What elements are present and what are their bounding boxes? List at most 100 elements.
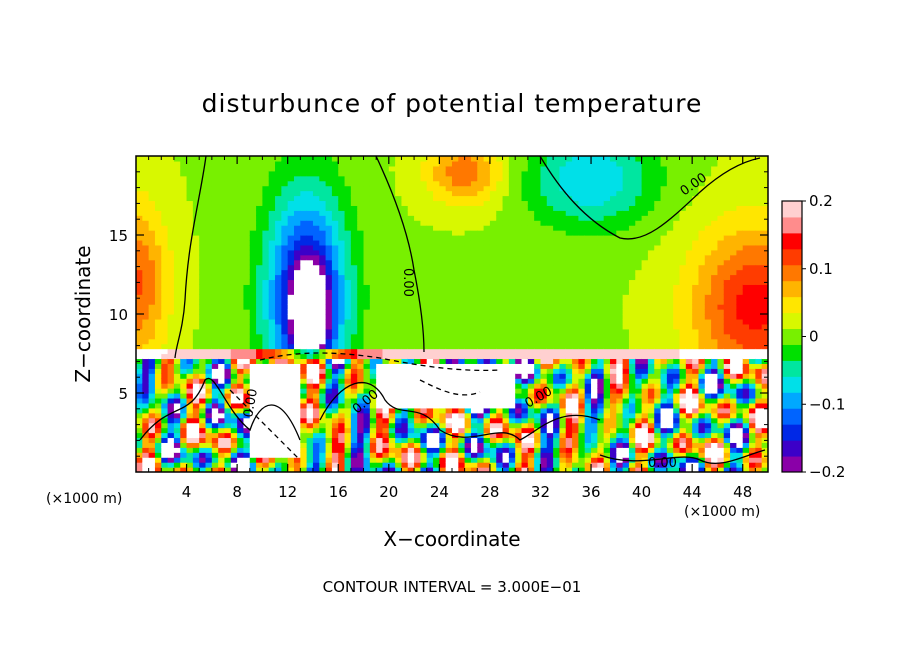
heat-cell (218, 333, 226, 340)
heat-cell (262, 407, 270, 414)
heat-cell (572, 422, 579, 429)
heat-cell (527, 373, 535, 379)
heat-cell (496, 220, 504, 226)
heat-cell (388, 230, 396, 236)
heat-cell (142, 239, 150, 246)
heat-cell (230, 239, 238, 246)
heat-cell (136, 185, 143, 192)
heat-cell (167, 388, 175, 394)
heat-cell (211, 220, 219, 226)
heat-cell (628, 457, 636, 463)
heat-cell (470, 294, 478, 300)
heat-cell (433, 235, 440, 241)
heat-cell (382, 279, 390, 285)
heat-cell (610, 318, 617, 325)
heat-cell (546, 175, 554, 182)
heat-cell (496, 353, 504, 360)
heat-cell (369, 264, 377, 271)
heat-cell (275, 427, 282, 434)
heat-cell (161, 427, 169, 434)
heat-cell (445, 160, 453, 167)
heat-cell (344, 225, 352, 231)
heat-cell (553, 249, 561, 256)
heat-cell (388, 244, 396, 251)
heat-cell (470, 210, 478, 216)
heat-cell (458, 388, 466, 394)
heat-cell (325, 407, 333, 414)
heat-cell (306, 160, 314, 167)
heat-cell (136, 274, 143, 281)
heat-cell (546, 402, 554, 409)
heat-cell (527, 457, 535, 463)
heat-cell (256, 452, 263, 458)
heat-cell (306, 170, 314, 177)
heat-cell (508, 407, 516, 414)
heat-cell (306, 180, 314, 187)
heat-cell (224, 358, 232, 364)
heat-cell (578, 457, 586, 463)
heat-cell (483, 200, 491, 206)
heat-cell (616, 363, 624, 369)
heat-cell (243, 244, 251, 251)
heat-cell (211, 259, 219, 266)
heat-cell (420, 294, 428, 300)
heat-cell (515, 323, 523, 330)
heat-cell (508, 343, 516, 350)
heat-cell (161, 304, 169, 310)
heat-cell (180, 304, 188, 310)
heat-cell (186, 274, 194, 281)
heat-cell (388, 457, 396, 463)
heat-cell (534, 323, 542, 330)
heat-cell (369, 249, 377, 256)
heat-cell (357, 427, 365, 434)
heat-cell (319, 333, 327, 340)
heat-cell (426, 170, 434, 177)
heat-cell (230, 462, 238, 468)
heatmap-area: 0.00 0.00 0.00 0.00 0.00 0.00 (136, 156, 768, 472)
heat-cell (508, 388, 516, 394)
heat-cell (350, 402, 358, 409)
heat-cell (401, 304, 409, 310)
heat-cell (616, 249, 624, 256)
heat-cell (540, 452, 548, 458)
heat-cell (281, 249, 289, 256)
heat-cell (445, 274, 453, 281)
heat-cell (350, 407, 358, 414)
heat-cell (281, 338, 289, 345)
heat-cell (294, 397, 301, 404)
heat-cell (319, 264, 327, 271)
heat-cell (319, 254, 327, 261)
heat-cell (148, 402, 156, 409)
heat-cell (199, 343, 207, 350)
heat-cell (211, 328, 219, 335)
heat-cell (591, 457, 598, 463)
heat-cell (186, 452, 194, 458)
heat-cell (199, 165, 207, 172)
heat-cell (546, 318, 554, 325)
heat-cell (591, 333, 598, 340)
heat-cell (281, 200, 289, 206)
heat-cell (622, 437, 630, 443)
heat-cell (584, 190, 592, 197)
heat-cell (376, 397, 384, 404)
heat-cell (445, 165, 453, 172)
heat-cell (319, 417, 327, 424)
heat-cell (237, 412, 245, 419)
heat-cell (369, 235, 377, 241)
heat-cell (218, 264, 226, 271)
heat-cell (527, 437, 535, 443)
heat-cell (237, 427, 245, 434)
heat-cell (142, 447, 150, 453)
heat-cell (256, 264, 263, 271)
heat-cell (205, 462, 213, 468)
heat-cell (230, 156, 238, 162)
heat-cell (382, 393, 390, 399)
heat-cell (275, 170, 282, 177)
heat-cell (477, 383, 485, 389)
heat-cell (489, 215, 497, 221)
heat-cell (256, 422, 263, 429)
heat-cell (237, 279, 245, 285)
heat-cell (464, 432, 472, 439)
heat-cell (237, 274, 245, 281)
heat-cell (439, 462, 447, 468)
